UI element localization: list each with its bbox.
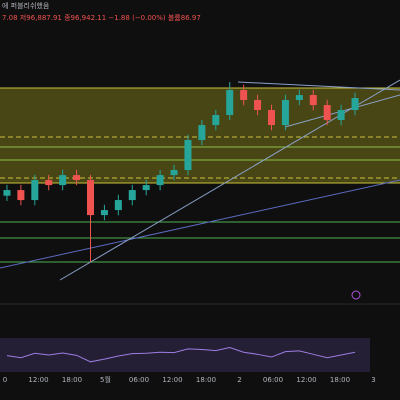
- candle-body: [240, 90, 248, 101]
- candle-body: [31, 180, 39, 201]
- x-tick-label: 3: [371, 376, 375, 384]
- candle-body: [59, 175, 67, 186]
- candle-body: [268, 110, 275, 126]
- candle-body: [87, 180, 94, 216]
- candle-body: [128, 190, 136, 201]
- candle-body: [17, 190, 25, 201]
- header: 에 퍼블리쉬했음: [2, 1, 50, 10]
- x-tick-label: 5월: [100, 375, 111, 384]
- candle-body: [184, 140, 192, 171]
- x-tick-label: 18:00: [196, 376, 216, 384]
- alert-icon[interactable]: [351, 290, 361, 300]
- ohlc-legend: 7.08 저96,887.91 종96,942.11 −1.88 (−0.00%…: [2, 13, 201, 22]
- rsi-line: [6, 347, 356, 363]
- candle-body: [309, 95, 317, 106]
- trendline: [0, 179, 400, 269]
- candle-body: [226, 90, 234, 116]
- candle-body: [3, 190, 11, 196]
- candle-body: [337, 110, 345, 121]
- candle-body: [323, 105, 331, 121]
- candle-body: [170, 170, 178, 176]
- x-tick-label: 18:00: [62, 376, 82, 384]
- x-tick-label: 12:00: [28, 376, 48, 384]
- x-tick-label: 18:00: [330, 376, 350, 384]
- x-tick-label: 06:00: [263, 376, 283, 384]
- candle-body: [142, 185, 150, 191]
- x-tick-label: 06:00: [129, 376, 149, 384]
- candle-body: [212, 115, 220, 126]
- candle-body: [351, 98, 359, 111]
- x-tick-label: 12:00: [162, 376, 182, 384]
- candle-body: [114, 200, 122, 211]
- candle-body: [73, 175, 81, 181]
- rsi-panel: [0, 338, 370, 372]
- candle-body: [156, 175, 164, 186]
- candle-body: [45, 180, 53, 186]
- candle-body: [254, 100, 262, 111]
- x-tick-label: 12:00: [296, 376, 316, 384]
- trendline: [237, 81, 400, 91]
- candle-body: [198, 125, 206, 141]
- candle-body: [295, 95, 303, 101]
- x-tick-label: 2: [237, 376, 241, 384]
- x-tick-label: 0: [3, 376, 7, 384]
- candle-body: [100, 210, 108, 216]
- candle-body: [281, 100, 289, 126]
